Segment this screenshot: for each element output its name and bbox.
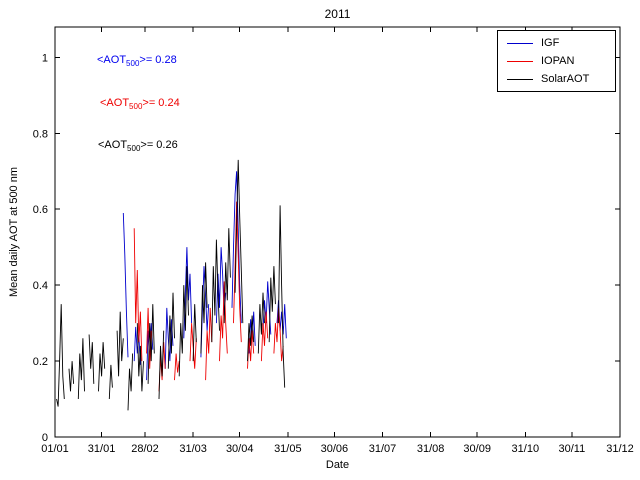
x-tick-label: 31/12 [606,443,634,455]
series-line-solaraot [147,304,155,384]
legend-label: IGF [541,36,560,49]
plot-box [54,26,621,438]
x-tick-label: 31/10 [512,443,540,455]
y-tick-label: 0.4 [33,280,48,292]
series-line-solaraot [211,239,220,343]
series-line-iopan [133,228,143,362]
x-tick-label: 31/03 [179,443,207,455]
series-line-solaraot [167,292,175,369]
annotation-text: <AOT [98,139,128,151]
legend-item-iopan: IOPAN [498,52,615,70]
annotation-subscript: 500 [127,144,141,154]
y-tick-label: 0 [42,432,48,444]
y-tick-label: 0.8 [33,128,48,140]
x-tick-label: 28/02 [131,443,159,455]
series-line-iopan [219,281,228,362]
chart-title: 2011 [324,7,351,21]
series-line-solaraot [136,323,144,392]
series-line-solaraot [108,364,113,400]
annotation-subscript: 500 [129,102,143,112]
x-tick-label: 30/09 [463,443,491,455]
legend: IGF IOPAN SolarAOT [497,30,616,92]
x-tick-label: 31/07 [369,443,397,455]
series-line-igf [133,326,141,365]
annotation-value: >= 0.28 [139,54,177,66]
series-line-solaraot [98,342,106,392]
series-line-iopan [247,330,255,369]
series-line-solaraot [56,304,65,407]
series-line-solaraot [88,334,95,384]
x-tick-label: 30/06 [321,443,349,455]
series-line-solaraot [268,266,276,343]
series-line-solaraot [127,353,134,411]
series-line-solaraot [178,266,189,377]
mean-aot-annotation-igf: <AOT500>= 0.28 [97,54,177,68]
annotation-value: >= 0.26 [140,139,178,151]
annotation-subscript: 500 [126,59,140,69]
x-tick-label: 30/04 [226,443,254,455]
series-line-iopan [205,307,213,381]
series-line-solaraot [158,330,165,400]
y-axis-label: Mean daily AOT at 500 nm [8,166,20,298]
series-line-solaraot [223,228,231,324]
series-line-solaraot [278,205,286,388]
series-line-solaraot [257,292,265,354]
x-tick-label: 30/11 [559,443,586,455]
y-tick-label: 0.6 [33,204,48,216]
series-line-solaraot [200,262,208,354]
x-tick-label: 31/05 [274,443,302,455]
legend-line-sample [507,78,533,80]
series-line-iopan [174,353,180,381]
x-tick-label: 01/01 [41,443,69,455]
y-tick-label: 1 [42,52,48,64]
legend-label: IOPAN [541,54,575,67]
legend-item-solaraot: SolarAOT [498,70,615,88]
series-line-solaraot [247,315,255,362]
series-line-igf [262,281,272,335]
legend-label: SolarAOT [541,72,590,85]
annotation-text: <AOT [97,54,127,66]
series-line-solaraot [192,304,197,362]
legend-line-sample [507,60,533,62]
legend-item-igf: IGF [498,34,615,52]
x-tick-label: 31/01 [88,443,116,455]
series-line-solaraot [77,338,85,400]
legend-line-sample [507,42,533,44]
series-line-solaraot [116,311,124,377]
series-line-igf [231,171,242,324]
x-tick-label: 31/08 [417,443,445,455]
mean-aot-annotation-iopan: <AOT500>= 0.24 [100,97,180,111]
y-tick-label: 0.2 [33,356,48,368]
annotation-value: >= 0.24 [142,97,180,109]
series-line-igf [122,212,129,358]
series-line-igf [183,247,193,339]
series-line-iopan [233,201,242,343]
series-line-solaraot [234,159,244,324]
mean-aot-annotation-solaraot: <AOT500>= 0.26 [98,139,178,153]
x-axis-label: Date [325,459,350,471]
series-line-solaraot [68,361,75,392]
annotation-text: <AOT [100,97,130,109]
series-line-iopan [260,311,269,362]
